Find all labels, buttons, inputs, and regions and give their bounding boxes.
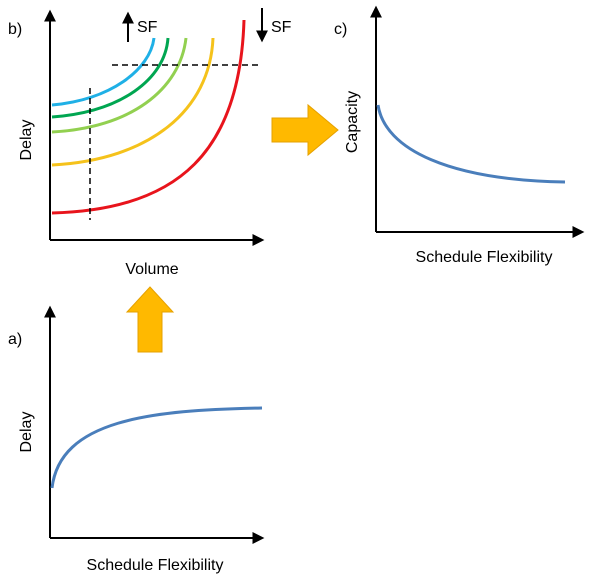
curve	[51, 37, 188, 134]
sf-label: SF	[137, 19, 158, 36]
panel-a: a) Delay Schedule Flexibility	[8, 305, 265, 574]
panel-label: b)	[8, 21, 22, 38]
flow-arrow	[271, 103, 339, 157]
panel-label: a)	[8, 331, 22, 348]
curve	[51, 37, 215, 167]
y-axis-label: Delay	[18, 120, 35, 161]
x-axis-label: Schedule Flexibility	[87, 557, 224, 574]
panel-b: b) Delay Volume SF SF	[8, 8, 292, 278]
x-axis-label: Schedule Flexibility	[416, 249, 553, 266]
curve	[376, 104, 566, 184]
x-axis-label: Volume	[125, 261, 178, 278]
sf-label: SF	[271, 19, 292, 36]
curve	[50, 406, 263, 489]
y-axis-label: Delay	[18, 412, 35, 453]
panel-label: c)	[334, 21, 347, 38]
y-axis-label: Capacity	[344, 91, 361, 153]
curve	[51, 37, 156, 107]
flow-arrow	[125, 286, 175, 353]
curve	[51, 19, 246, 215]
panel-c: c) Capacity Schedule Flexibility	[334, 5, 585, 266]
curve	[51, 37, 170, 119]
